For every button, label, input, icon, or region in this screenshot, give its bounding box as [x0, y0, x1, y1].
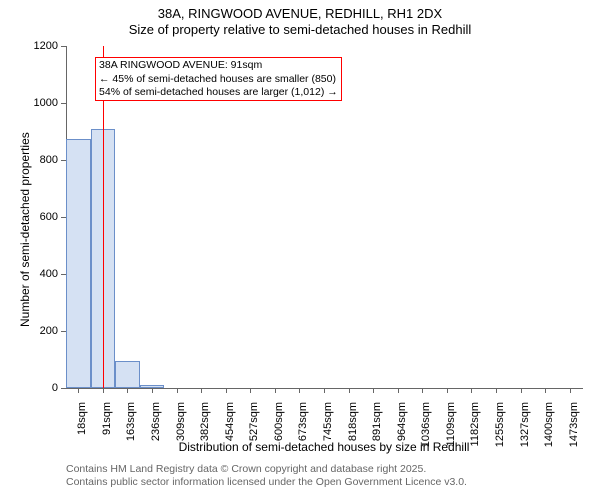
y-tick-label: 600 [26, 211, 58, 223]
x-tick-mark [570, 388, 571, 393]
y-tick-label: 0 [26, 382, 58, 394]
x-tick-mark [422, 388, 423, 393]
x-tick-label: 18sqm [76, 402, 88, 450]
x-tick-label: 745sqm [322, 402, 334, 450]
x-tick-mark [250, 388, 251, 393]
chart-title-line2: Size of property relative to semi-detach… [0, 22, 600, 37]
annotation-box: 38A RINGWOOD AVENUE: 91sqm ← 45% of semi-… [95, 57, 342, 100]
x-tick-label: 1036sqm [420, 402, 432, 450]
x-tick-mark [201, 388, 202, 393]
histogram-bar [66, 139, 91, 388]
chart-title-line1: 38A, RINGWOOD AVENUE, REDHILL, RH1 2DX [0, 6, 600, 21]
annotation-line3: 54% of semi-detached houses are larger (… [99, 86, 338, 98]
x-tick-label: 964sqm [396, 402, 408, 450]
x-tick-mark [349, 388, 350, 393]
x-tick-mark [447, 388, 448, 393]
x-tick-label: 1255sqm [494, 402, 506, 450]
y-tick-mark [61, 388, 66, 389]
x-tick-label: 163sqm [125, 402, 137, 450]
x-tick-mark [152, 388, 153, 393]
x-tick-mark [545, 388, 546, 393]
y-tick-label: 200 [26, 325, 58, 337]
footer-line2: Contains public sector information licen… [66, 476, 467, 488]
annotation-line2: ← 45% of semi-detached houses are smalle… [99, 73, 336, 85]
x-tick-label: 527sqm [248, 402, 260, 450]
x-tick-label: 1400sqm [543, 402, 555, 450]
x-tick-mark [521, 388, 522, 393]
histogram-bar [140, 385, 165, 388]
histogram-bar [115, 361, 140, 388]
x-tick-mark [373, 388, 374, 393]
x-tick-mark [275, 388, 276, 393]
x-tick-label: 818sqm [347, 402, 359, 450]
x-tick-mark [226, 388, 227, 393]
x-tick-label: 91sqm [101, 402, 113, 450]
x-tick-mark [324, 388, 325, 393]
x-tick-mark [78, 388, 79, 393]
x-tick-label: 891sqm [371, 402, 383, 450]
x-tick-label: 1327sqm [519, 402, 531, 450]
x-tick-label: 673sqm [297, 402, 309, 450]
x-tick-label: 309sqm [175, 402, 187, 450]
x-tick-mark [103, 388, 104, 393]
footer-line1: Contains HM Land Registry data © Crown c… [66, 463, 426, 475]
y-tick-label: 400 [26, 268, 58, 280]
x-tick-mark [127, 388, 128, 393]
y-tick-label: 1000 [26, 97, 58, 109]
x-tick-mark [177, 388, 178, 393]
x-tick-label: 1109sqm [445, 402, 457, 450]
x-tick-mark [496, 388, 497, 393]
annotation-line1: 38A RINGWOOD AVENUE: 91sqm [99, 59, 262, 71]
x-tick-label: 1473sqm [568, 402, 580, 450]
footer-attribution: Contains HM Land Registry data © Crown c… [66, 463, 467, 489]
x-tick-label: 1182sqm [469, 402, 481, 450]
x-tick-label: 454sqm [224, 402, 236, 450]
y-tick-mark [61, 103, 66, 104]
y-tick-label: 1200 [26, 40, 58, 52]
x-tick-label: 600sqm [273, 402, 285, 450]
x-tick-mark [299, 388, 300, 393]
x-tick-label: 382sqm [199, 402, 211, 450]
x-tick-mark [471, 388, 472, 393]
x-tick-label: 236sqm [150, 402, 162, 450]
y-tick-label: 800 [26, 154, 58, 166]
y-tick-mark [61, 46, 66, 47]
x-tick-mark [398, 388, 399, 393]
